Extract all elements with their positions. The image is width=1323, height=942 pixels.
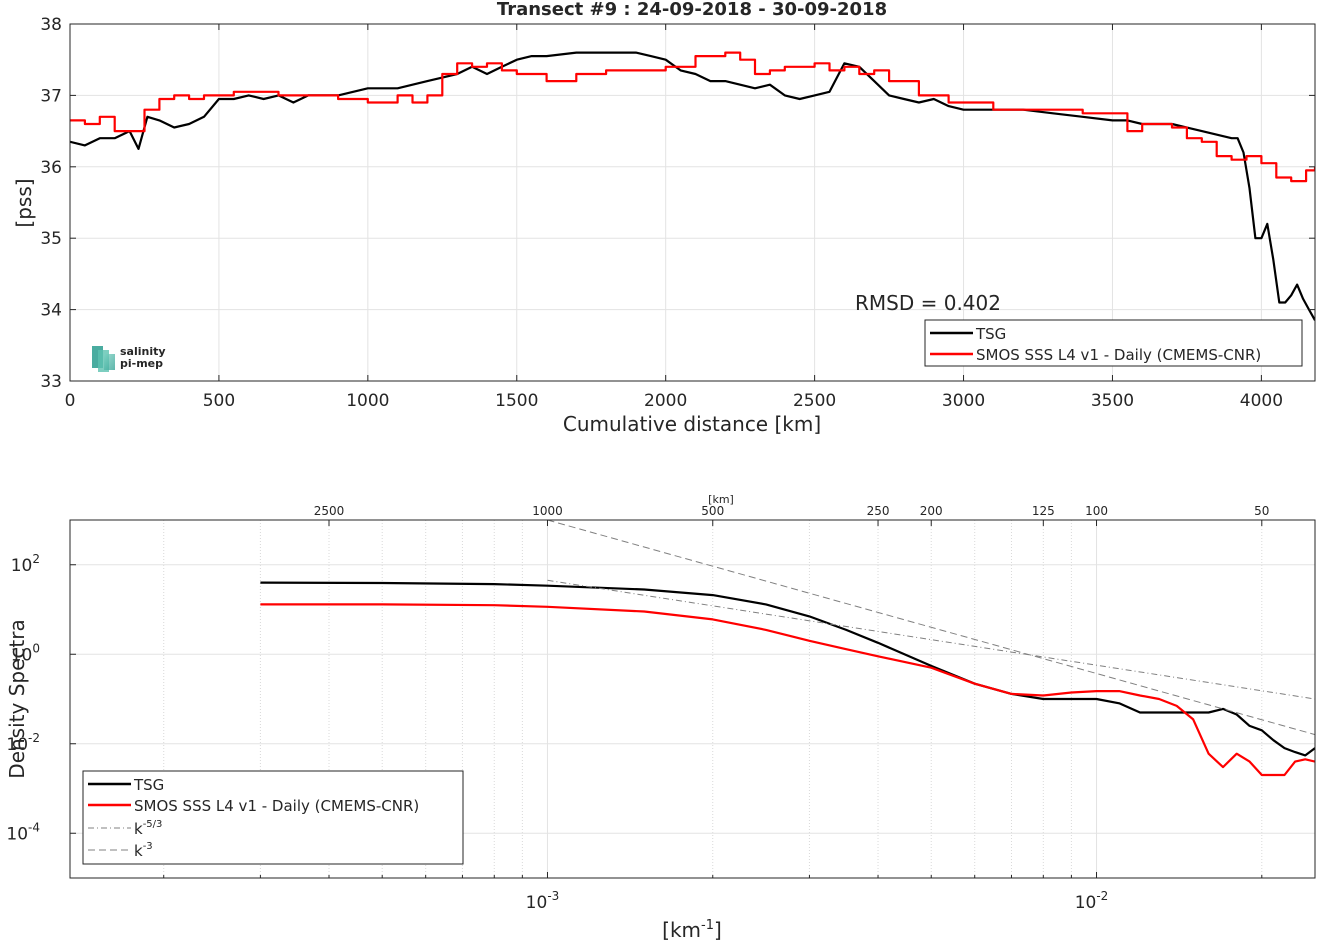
bottom-x-tick-label: 10-3 <box>526 889 560 913</box>
top-ticks: 0 500 1000 1500 2000 2500 3000 3500 4000 33 34 35 36… <box>40 15 1315 411</box>
top-y-tick-label: 37 <box>40 86 62 106</box>
bottom-top-axis-tick-label: 125 <box>1032 504 1055 518</box>
top-axes-box <box>69 23 1316 382</box>
bottom-legend-label-smos: SMOS SSS L4 v1 - Daily (CMEMS-CNR) <box>134 797 419 815</box>
bottom-series-tsg-line <box>260 581 1315 757</box>
bottom-top-axis-tick-label: 250 <box>867 504 890 518</box>
top-y-axis-label: [pss] <box>12 178 36 227</box>
top-x-tick-label: 4000 <box>1240 391 1283 411</box>
top-series-smos-line <box>70 51 1315 183</box>
bottom-top-axis-tick-label: 2500 <box>314 504 345 518</box>
bottom-top-axis-tick-label: 1000 <box>532 504 563 518</box>
top-series-layer <box>70 51 1315 321</box>
top-x-tick-label: 2500 <box>793 391 836 411</box>
bottom-legend: TSG SMOS SSS L4 v1 - Daily (CMEMS-CNR) k… <box>82 770 464 865</box>
top-y-tick-label: 33 <box>40 372 62 392</box>
top-y-tick-label: 34 <box>40 301 62 321</box>
bottom-x-axis-label: [km-1] <box>662 918 722 942</box>
logo-mark <box>92 346 103 368</box>
bottom-legend-box <box>82 770 464 865</box>
top-chart-title: Transect #9 : 24-09-2018 - 30-09-2018 <box>497 0 887 20</box>
bottom-top-axis-tick-label: 500 <box>701 504 724 518</box>
bottom-y-tick-label: 10-4 <box>6 820 40 844</box>
top-x-axis-label: Cumulative distance [km] <box>563 412 821 436</box>
bottom-legend-label-tsg: TSG <box>133 776 164 794</box>
top-x-tick-label: 2000 <box>644 391 687 411</box>
logo-text-line1: salinity <box>120 345 166 358</box>
top-y-tick-label: 35 <box>40 229 62 249</box>
bottom-series-k3-line <box>547 520 1315 736</box>
bottom-y-axis-label: Density Spectra <box>5 619 29 778</box>
top-y-tick-label: 38 <box>40 15 62 35</box>
top-legend: TSG SMOS SSS L4 v1 - Daily (CMEMS-CNR) <box>924 319 1303 367</box>
top-x-tick-label: 3000 <box>942 391 985 411</box>
top-legend-box <box>924 319 1303 367</box>
rmsd-annotation: RMSD = 0.402 <box>855 291 1001 315</box>
top-y-tick-label: 36 <box>40 158 62 178</box>
top-x-tick-label: 1000 <box>346 391 389 411</box>
salinity-pi-mep-logo: salinity pi-mep <box>92 345 166 372</box>
bottom-series-layer <box>260 520 1315 777</box>
top-legend-label-smos: SMOS SSS L4 v1 - Daily (CMEMS-CNR) <box>976 346 1261 364</box>
top-x-tick-label: 0 <box>65 391 76 411</box>
top-x-tick-label: 1500 <box>495 391 538 411</box>
top-x-tick-label: 3500 <box>1091 391 1134 411</box>
bottom-axes-box <box>69 519 1316 879</box>
bottom-top-axis-tick-label: 50 <box>1254 504 1269 518</box>
bottom-series-smos-line <box>260 603 1315 777</box>
top-chart: 0 500 1000 1500 2000 2500 3000 3500 4000 33 34 35 36… <box>12 0 1316 436</box>
top-x-tick-label: 500 <box>203 391 235 411</box>
top-series-tsg-line <box>70 51 1315 321</box>
bottom-x-tick-label: 10-2 <box>1075 889 1109 913</box>
logo-text-line2: pi-mep <box>120 357 163 370</box>
top-legend-label-tsg: TSG <box>975 325 1006 343</box>
bottom-top-axis-tick-label: 200 <box>920 504 943 518</box>
bottom-top-axis-label: [km] <box>708 493 734 506</box>
bottom-y-tick-label: 102 <box>11 552 40 576</box>
bottom-top-axis-tick-label: 100 <box>1085 504 1108 518</box>
